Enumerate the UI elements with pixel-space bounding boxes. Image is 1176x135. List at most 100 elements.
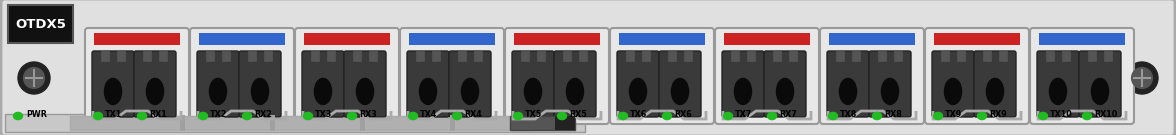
Text: TX4: TX4	[420, 110, 437, 119]
FancyBboxPatch shape	[722, 51, 764, 117]
Bar	[101, 51, 109, 61]
Ellipse shape	[147, 78, 163, 104]
Ellipse shape	[882, 78, 898, 104]
Bar	[360, 115, 365, 131]
Ellipse shape	[671, 78, 689, 104]
Text: TX9: TX9	[946, 110, 962, 119]
Bar	[263, 51, 272, 61]
Bar	[432, 51, 440, 61]
FancyBboxPatch shape	[715, 28, 818, 124]
Bar	[8, 5, 73, 43]
FancyBboxPatch shape	[505, 28, 609, 124]
Ellipse shape	[199, 112, 207, 120]
Ellipse shape	[934, 112, 942, 120]
Bar	[116, 51, 125, 61]
Text: TX1: TX1	[105, 110, 122, 119]
Bar	[71, 116, 530, 130]
Bar	[521, 51, 529, 61]
Ellipse shape	[314, 78, 332, 104]
Bar	[563, 51, 572, 61]
Bar	[270, 115, 275, 131]
Bar	[180, 115, 185, 131]
Bar	[305, 33, 390, 45]
Bar	[894, 51, 902, 61]
Bar	[851, 51, 860, 61]
Ellipse shape	[408, 112, 417, 120]
Bar	[878, 51, 886, 61]
Bar	[983, 51, 991, 61]
Bar	[1104, 51, 1112, 61]
Ellipse shape	[303, 112, 313, 120]
Text: RX8: RX8	[884, 110, 902, 119]
Ellipse shape	[629, 78, 647, 104]
Ellipse shape	[723, 112, 733, 120]
Text: RX7: RX7	[779, 110, 797, 119]
Ellipse shape	[356, 78, 374, 104]
FancyBboxPatch shape	[659, 51, 701, 117]
Bar	[537, 51, 544, 61]
Ellipse shape	[987, 78, 1003, 104]
FancyBboxPatch shape	[295, 28, 399, 124]
Bar	[1088, 51, 1096, 61]
Bar	[934, 33, 1020, 45]
Ellipse shape	[524, 78, 542, 104]
FancyBboxPatch shape	[191, 28, 294, 124]
Circle shape	[18, 62, 51, 94]
Bar	[724, 33, 810, 45]
Bar	[327, 51, 335, 61]
Circle shape	[1131, 68, 1152, 88]
Bar	[668, 51, 676, 61]
FancyBboxPatch shape	[554, 51, 596, 117]
Text: RX2: RX2	[254, 110, 272, 119]
Ellipse shape	[252, 78, 268, 104]
Ellipse shape	[567, 78, 583, 104]
Bar	[5, 114, 584, 132]
Text: TX8: TX8	[840, 110, 857, 119]
Ellipse shape	[138, 112, 147, 120]
FancyBboxPatch shape	[134, 51, 176, 117]
Ellipse shape	[977, 112, 987, 120]
FancyBboxPatch shape	[345, 51, 386, 117]
FancyBboxPatch shape	[869, 51, 911, 117]
Bar	[998, 51, 1007, 61]
Ellipse shape	[840, 78, 856, 104]
Bar	[222, 51, 230, 61]
Text: RX4: RX4	[465, 110, 482, 119]
Text: TX6: TX6	[630, 110, 647, 119]
Ellipse shape	[619, 112, 628, 120]
Text: OTDX5: OTDX5	[15, 18, 66, 31]
Bar	[353, 51, 361, 61]
Text: TX3: TX3	[315, 110, 333, 119]
Bar	[450, 115, 455, 131]
Ellipse shape	[557, 112, 567, 120]
FancyBboxPatch shape	[974, 51, 1016, 117]
Ellipse shape	[347, 112, 356, 120]
Text: RX6: RX6	[674, 110, 691, 119]
Bar	[143, 51, 151, 61]
Bar	[416, 51, 425, 61]
Bar	[474, 51, 482, 61]
FancyBboxPatch shape	[85, 28, 189, 124]
Ellipse shape	[242, 112, 252, 120]
Text: TX2: TX2	[211, 110, 227, 119]
Bar	[642, 51, 650, 61]
Bar	[731, 51, 739, 61]
FancyBboxPatch shape	[92, 51, 134, 117]
Text: RX9: RX9	[989, 110, 1007, 119]
Ellipse shape	[1082, 112, 1091, 120]
FancyBboxPatch shape	[617, 51, 659, 117]
Bar	[1040, 33, 1125, 45]
FancyBboxPatch shape	[1037, 51, 1080, 117]
Ellipse shape	[1049, 78, 1067, 104]
Ellipse shape	[944, 78, 962, 104]
Bar	[206, 51, 214, 61]
Bar	[579, 51, 587, 61]
Text: RX1: RX1	[149, 110, 167, 119]
Bar	[1062, 51, 1070, 61]
FancyBboxPatch shape	[1030, 28, 1134, 124]
Bar	[941, 51, 949, 61]
Bar	[555, 116, 575, 130]
FancyBboxPatch shape	[302, 51, 345, 117]
FancyBboxPatch shape	[764, 51, 806, 117]
FancyBboxPatch shape	[512, 51, 554, 117]
